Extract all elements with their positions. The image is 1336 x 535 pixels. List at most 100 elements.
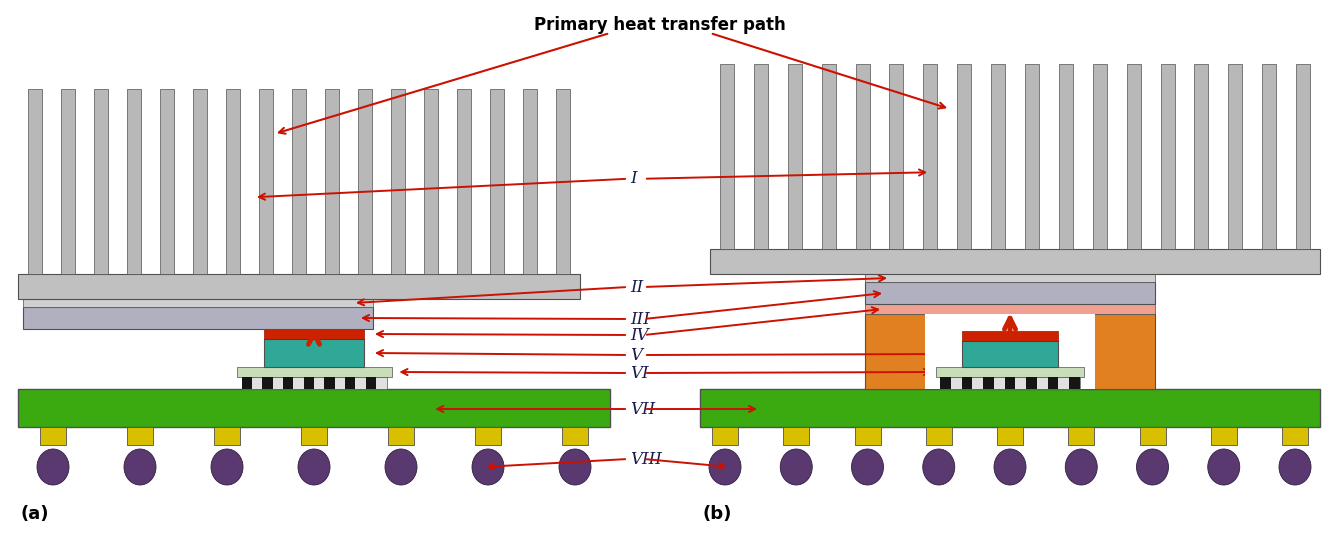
Ellipse shape bbox=[709, 449, 741, 485]
Text: (b): (b) bbox=[701, 505, 731, 523]
Bar bbox=[457, 89, 472, 274]
Ellipse shape bbox=[1137, 449, 1169, 485]
Bar bbox=[1263, 64, 1276, 249]
Bar bbox=[236, 367, 391, 377]
Bar bbox=[822, 64, 835, 249]
Bar bbox=[1026, 377, 1037, 389]
Bar bbox=[864, 304, 1156, 314]
Bar bbox=[17, 389, 611, 427]
Bar bbox=[1296, 64, 1311, 249]
Bar bbox=[160, 89, 174, 274]
Bar bbox=[712, 427, 737, 445]
Text: V: V bbox=[631, 347, 643, 363]
Bar bbox=[864, 274, 1156, 282]
Bar bbox=[23, 307, 373, 329]
Bar bbox=[94, 89, 108, 274]
Bar bbox=[925, 314, 1096, 389]
Bar bbox=[941, 377, 1079, 389]
Bar bbox=[60, 89, 75, 274]
Bar bbox=[855, 64, 870, 249]
Bar bbox=[997, 427, 1023, 445]
Bar bbox=[387, 427, 414, 445]
Bar bbox=[293, 89, 306, 274]
Text: VI: VI bbox=[631, 364, 648, 381]
Text: III: III bbox=[631, 310, 649, 327]
Bar bbox=[127, 89, 140, 274]
Ellipse shape bbox=[1065, 449, 1097, 485]
Ellipse shape bbox=[851, 449, 883, 485]
Bar bbox=[1194, 64, 1208, 249]
Bar bbox=[557, 89, 570, 274]
Ellipse shape bbox=[923, 449, 955, 485]
Bar bbox=[265, 339, 363, 367]
Ellipse shape bbox=[298, 449, 330, 485]
Bar bbox=[259, 89, 273, 274]
Bar bbox=[926, 427, 951, 445]
Bar bbox=[700, 389, 1320, 427]
Bar bbox=[1126, 64, 1141, 249]
Bar bbox=[1059, 64, 1073, 249]
Bar bbox=[991, 64, 1005, 249]
Ellipse shape bbox=[558, 449, 591, 485]
Bar bbox=[890, 64, 903, 249]
Bar bbox=[358, 89, 373, 274]
Bar bbox=[962, 341, 1058, 367]
Bar bbox=[1093, 64, 1106, 249]
Bar bbox=[524, 89, 537, 274]
Bar bbox=[242, 377, 386, 389]
Bar bbox=[937, 367, 1083, 377]
Bar bbox=[192, 89, 207, 274]
Bar bbox=[127, 427, 154, 445]
Bar bbox=[262, 377, 273, 389]
Text: IV: IV bbox=[631, 326, 648, 343]
Ellipse shape bbox=[1208, 449, 1240, 485]
Bar bbox=[1283, 427, 1308, 445]
Bar bbox=[783, 427, 810, 445]
Ellipse shape bbox=[1279, 449, 1311, 485]
Bar bbox=[1161, 64, 1174, 249]
Bar bbox=[720, 64, 733, 249]
Bar bbox=[283, 377, 294, 389]
Bar bbox=[325, 377, 335, 389]
Bar bbox=[325, 89, 339, 274]
Bar bbox=[345, 377, 355, 389]
Bar bbox=[957, 64, 971, 249]
Bar bbox=[1005, 377, 1015, 389]
Bar bbox=[562, 427, 588, 445]
Bar bbox=[214, 427, 240, 445]
Bar bbox=[490, 89, 505, 274]
Ellipse shape bbox=[780, 449, 812, 485]
Bar bbox=[754, 64, 768, 249]
Bar bbox=[391, 89, 405, 274]
Bar bbox=[788, 64, 802, 249]
Bar bbox=[923, 64, 938, 249]
Bar bbox=[1069, 427, 1094, 445]
Bar bbox=[864, 282, 1156, 304]
Ellipse shape bbox=[37, 449, 69, 485]
Bar bbox=[40, 427, 65, 445]
Bar bbox=[1228, 64, 1242, 249]
Bar bbox=[962, 331, 1058, 341]
Text: (a): (a) bbox=[20, 505, 48, 523]
Bar bbox=[941, 377, 951, 389]
Bar bbox=[23, 299, 373, 307]
Bar bbox=[1210, 427, 1237, 445]
Ellipse shape bbox=[124, 449, 156, 485]
Bar bbox=[303, 377, 314, 389]
Ellipse shape bbox=[994, 449, 1026, 485]
Bar bbox=[28, 89, 41, 274]
Bar bbox=[855, 427, 880, 445]
Bar bbox=[962, 377, 973, 389]
Bar bbox=[1025, 64, 1039, 249]
Bar bbox=[1069, 377, 1079, 389]
Ellipse shape bbox=[211, 449, 243, 485]
Ellipse shape bbox=[472, 449, 504, 485]
Bar bbox=[301, 427, 327, 445]
Bar bbox=[1140, 427, 1165, 445]
Text: I: I bbox=[631, 170, 637, 187]
Bar bbox=[1047, 377, 1058, 389]
Bar bbox=[476, 427, 501, 445]
Text: VIII: VIII bbox=[631, 450, 661, 468]
Bar bbox=[226, 89, 240, 274]
Text: VII: VII bbox=[631, 401, 655, 417]
